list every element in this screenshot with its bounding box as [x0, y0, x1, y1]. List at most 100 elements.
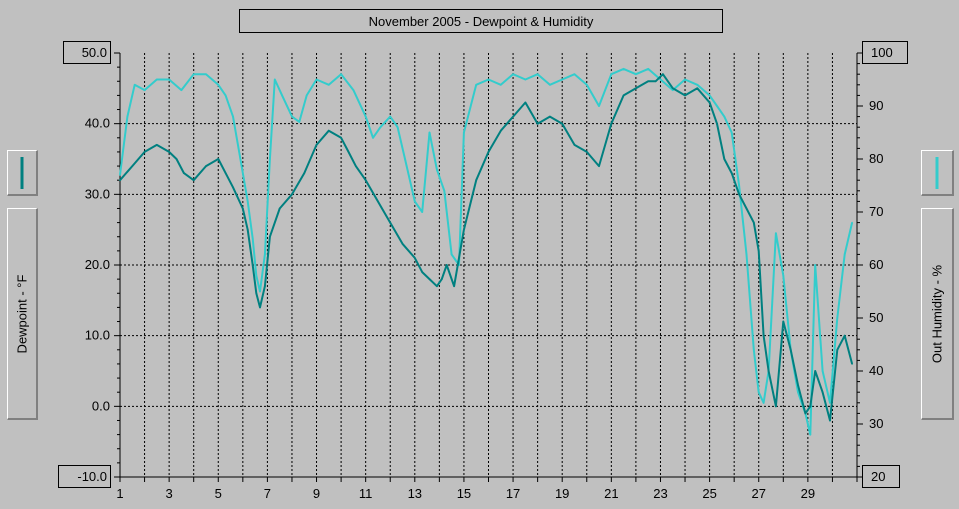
dewpoint-series-point [259, 306, 261, 309]
x-axis-tick-label: 7 [264, 486, 271, 501]
humidity-series-point [232, 115, 234, 118]
humidity-series-point [340, 73, 342, 75]
dewpoint-series-point [723, 158, 726, 160]
humidity-series-point [421, 211, 423, 213]
dewpoint-series-point [255, 292, 258, 295]
humidity-series-point [443, 190, 446, 192]
humidity-series-point [659, 78, 662, 81]
dewpoint-series-point [441, 278, 443, 280]
right-axis-tick-label: 60 [869, 257, 883, 272]
dewpoint-series-point [561, 122, 563, 125]
humidity-series-point [428, 131, 431, 134]
dewpoint-series-point [347, 151, 350, 153]
dewpoint-series-point [662, 73, 664, 75]
dewpoint-series-point [224, 172, 227, 174]
humidity-series-point [696, 84, 699, 86]
dewpoint-series-point [782, 320, 785, 323]
humidity-series-point [251, 237, 254, 240]
humidity-series-point [622, 68, 625, 70]
humidity-series-point [133, 84, 136, 86]
humidity-line-swatch-icon [935, 157, 939, 189]
humidity-series-point [716, 105, 718, 107]
humidity-series-point [684, 78, 686, 81]
dewpoint-series-point [753, 221, 755, 224]
dewpoint-line-swatch-icon [20, 157, 24, 189]
dewpoint-series-point [175, 158, 178, 160]
dewpoint-series-point [421, 271, 423, 273]
humidity-series-point [598, 105, 600, 107]
dewpoint-series-point [156, 144, 158, 146]
humidity-series-point [671, 89, 674, 91]
dewpoint-series-point [436, 285, 438, 288]
humidity-series-point [436, 168, 438, 171]
dewpoint-series-point [809, 405, 812, 408]
humidity-series-point [264, 253, 266, 256]
humidity-series-point [762, 402, 765, 404]
x-axis-tick-label: 1 [116, 486, 123, 501]
left-axis-tick-label: 30.0 [85, 186, 110, 201]
dewpoint-series-point [463, 228, 465, 231]
dewpoint-series-point [291, 193, 293, 196]
dewpoint-series-point [131, 165, 134, 167]
humidity-series-point [372, 137, 374, 139]
humidity-series-point [217, 84, 220, 86]
dewpoint-series-point [696, 87, 699, 90]
humidity-series-point [239, 158, 242, 160]
humidity-series-point [352, 89, 355, 91]
humidity-series-point [255, 274, 258, 277]
dewpoint-series-point [192, 179, 195, 181]
dewpoint-series-point [251, 264, 254, 266]
dewpoint-series-line [119, 73, 854, 422]
dewpoint-series-point [246, 228, 249, 231]
humidity-series-point [809, 433, 812, 436]
x-axis-tick-label: 19 [555, 486, 569, 501]
dewpoint-series-point [775, 405, 777, 408]
dewpoint-series-point [610, 122, 613, 125]
x-axis-tick-label: 21 [604, 486, 618, 501]
x-axis-tick-label: 29 [801, 486, 815, 501]
dewpoint-series-point [401, 243, 404, 245]
dewpoint-series-point [684, 94, 686, 97]
humidity-legend-button[interactable] [921, 150, 954, 196]
dewpoint-axis-label-panel: Dewpoint - °F [7, 208, 38, 420]
dewpoint-series-point [355, 165, 357, 167]
humidity-series-point [475, 84, 478, 86]
humidity-series-point [843, 253, 846, 256]
humidity-series-point [782, 274, 785, 277]
humidity-series-point [156, 78, 158, 81]
dewpoint-series-point [622, 94, 625, 97]
dewpoint-series-point [269, 235, 271, 238]
dewpoint-series-point [143, 151, 146, 153]
humidity-series-point [775, 232, 777, 234]
dewpoint-series-point [821, 391, 824, 394]
humidity-series-point [168, 78, 170, 81]
humidity-series-point [738, 184, 740, 187]
humidity-series-point [647, 68, 649, 70]
dewpoint-series-point [512, 115, 514, 118]
chart-title: November 2005 - Dewpoint & Humidity [239, 9, 723, 33]
dewpoint-series-point [797, 384, 799, 386]
dewpoint-series-point [814, 370, 817, 372]
humidity-series-point [708, 94, 711, 97]
right-axis-tick-label: 30 [869, 416, 883, 431]
humidity-series-point [269, 158, 271, 160]
humidity-series-point [610, 73, 613, 75]
dewpoint-series-point [829, 419, 831, 422]
humidity-series-point [364, 115, 367, 118]
dewpoint-series-point [364, 179, 367, 181]
dewpoint-series-point [487, 151, 490, 153]
humidity-series-point [396, 126, 399, 128]
humidity-series-point [753, 349, 755, 351]
humidity-series-point [549, 84, 551, 86]
dewpoint-legend-button[interactable] [7, 150, 38, 196]
humidity-series-point [512, 73, 514, 75]
humidity-series-point [797, 391, 799, 394]
humidity-series-point [273, 78, 276, 81]
humidity-series-point [561, 78, 563, 81]
humidity-series-point [389, 115, 392, 118]
humidity-axis-label-panel: Out Humidity - % [921, 208, 954, 420]
dewpoint-series-point [278, 207, 281, 210]
dewpoint-series-point [730, 172, 733, 174]
humidity-series-point [757, 391, 760, 394]
